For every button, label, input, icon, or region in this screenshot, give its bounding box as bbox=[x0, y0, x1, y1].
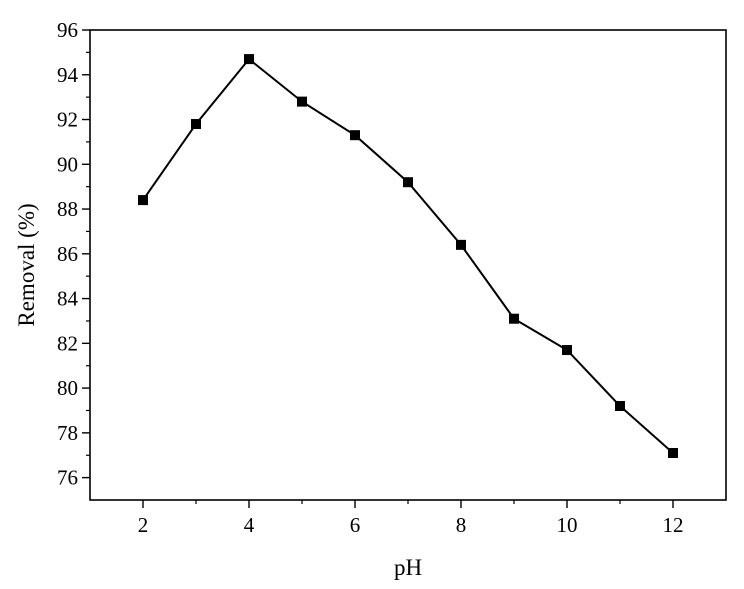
y-axis-title: Removal (%) bbox=[14, 203, 39, 326]
data-point bbox=[562, 345, 572, 356]
data-point bbox=[191, 119, 201, 129]
y-tick-label: 94 bbox=[57, 63, 79, 87]
data-point bbox=[297, 96, 307, 107]
y-tick-label: 78 bbox=[57, 421, 78, 445]
data-point bbox=[456, 239, 466, 250]
series-line bbox=[142, 57, 674, 454]
y-tick-label: 76 bbox=[57, 466, 78, 490]
y-tick-label: 86 bbox=[57, 242, 78, 266]
data-point bbox=[244, 54, 254, 65]
data-point bbox=[615, 401, 625, 411]
y-tick-label: 88 bbox=[57, 197, 78, 221]
y-axis-ticks: 76 78 80 82 84 86 88 90 92 94 96 bbox=[57, 18, 90, 490]
y-tick-label: 96 bbox=[57, 18, 78, 42]
x-axis-title: pH bbox=[394, 555, 422, 580]
data-point bbox=[350, 130, 360, 141]
x-axis-ticks: 2 4 6 8 10 12 bbox=[138, 500, 684, 537]
y-tick-label: 82 bbox=[57, 331, 78, 355]
data-series bbox=[138, 54, 678, 458]
x-tick-label: 2 bbox=[138, 513, 149, 537]
data-point bbox=[403, 177, 413, 188]
x-tick-label: 8 bbox=[456, 513, 467, 537]
plot-frame bbox=[89, 29, 727, 501]
data-point bbox=[138, 195, 148, 206]
x-tick-label: 6 bbox=[350, 513, 361, 537]
x-tick-label: 12 bbox=[663, 513, 684, 537]
y-tick-label: 84 bbox=[57, 287, 79, 311]
data-point bbox=[509, 313, 519, 324]
data-point bbox=[668, 448, 678, 458]
y-tick-label: 92 bbox=[57, 108, 78, 132]
x-tick-label: 4 bbox=[244, 513, 255, 537]
y-tick-label: 90 bbox=[57, 152, 78, 176]
x-tick-label: 10 bbox=[557, 513, 578, 537]
y-tick-label: 80 bbox=[57, 376, 78, 400]
